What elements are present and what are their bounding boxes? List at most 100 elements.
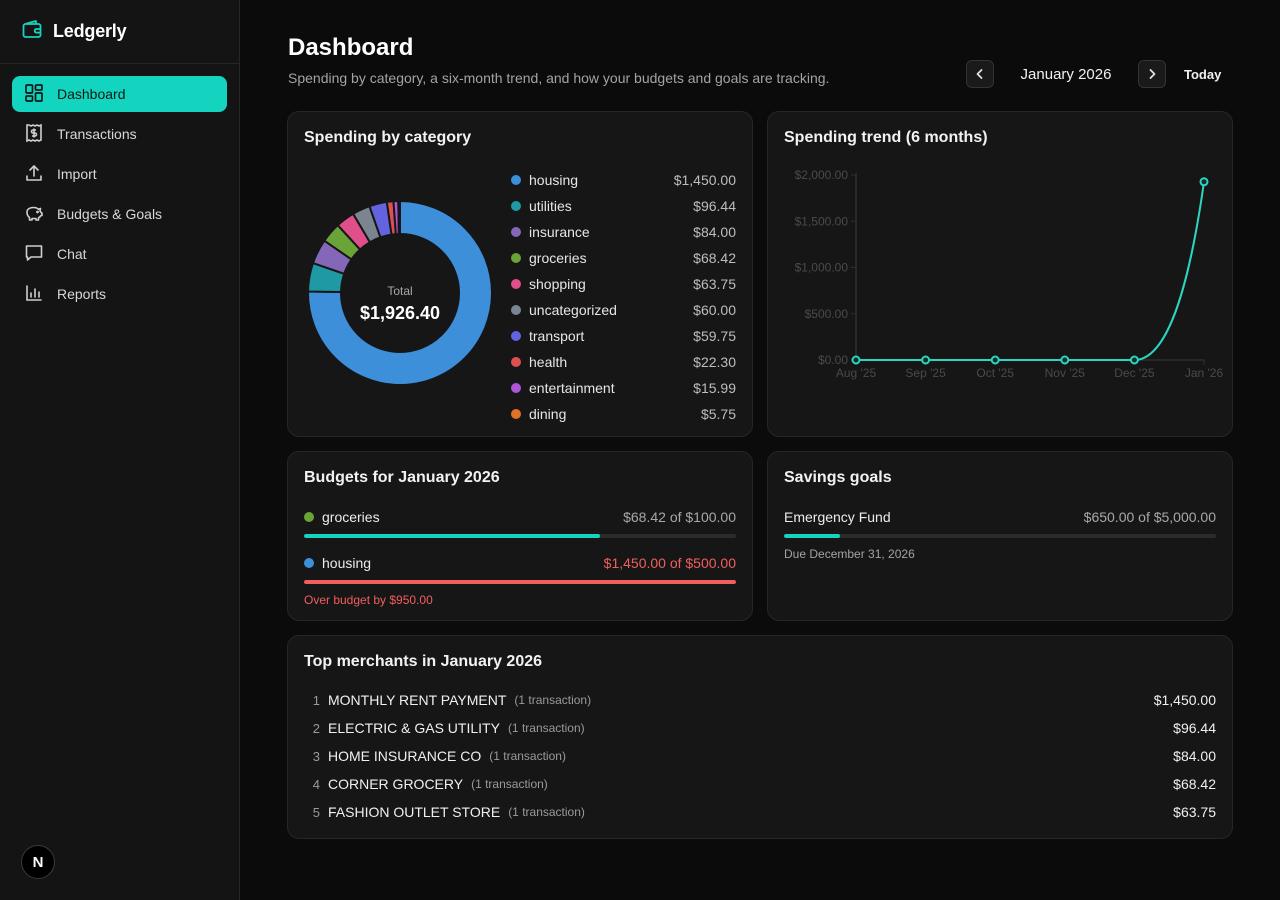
budget-amount: $1,450.00 of $500.00 (603, 555, 736, 571)
next-month-button[interactable] (1138, 60, 1166, 88)
sidebar-item-import[interactable]: Import (12, 156, 227, 192)
previous-month-button[interactable] (966, 60, 994, 88)
today-button[interactable]: Today (1184, 66, 1222, 82)
budget-progress-bar (304, 534, 736, 538)
sidebar-item-transactions[interactable]: Transactions (12, 116, 227, 152)
legend-value: $15.99 (693, 380, 736, 396)
merchant-rank: 4 (312, 776, 320, 792)
merchant-amount: $1,450.00 (1153, 692, 1216, 708)
goal-progress-fill (784, 534, 841, 538)
legend-dot (511, 357, 521, 367)
sidebar-item-dashboard[interactable]: Dashboard (12, 76, 227, 112)
spending-by-category-card: Spending by category Total $1,926.40 hou… (287, 111, 753, 437)
avatar[interactable]: N (21, 845, 55, 879)
trend-point-1[interactable] (921, 355, 931, 365)
legend-item-insurance[interactable]: insurance $84.00 (511, 219, 736, 245)
legend-label: health (529, 354, 568, 370)
category-dot (304, 558, 314, 568)
legend-dot (511, 253, 521, 263)
sidebar-item-label: Chat (57, 246, 87, 262)
goal-due-date: Due December 31, 2026 (784, 547, 915, 561)
legend-item-groceries[interactable]: groceries $68.42 (511, 245, 736, 271)
x-tick-label: Jan '26 (1185, 366, 1224, 380)
goal-amount: $650.00 of $5,000.00 (1083, 509, 1216, 525)
category-dot (304, 512, 314, 522)
legend-label: shopping (529, 276, 586, 292)
sidebar-item-budgets-goals[interactable]: Budgets & Goals (12, 196, 227, 232)
app-name: Ledgerly (53, 21, 127, 41)
budget-label: groceries (322, 509, 380, 525)
legend-dot (511, 305, 521, 315)
merchant-amount: $63.75 (1173, 804, 1216, 820)
trend-point-5[interactable] (1199, 177, 1209, 187)
sidebar: Ledgerly Dashboard Transactions (0, 0, 240, 900)
legend-label: transport (529, 328, 585, 344)
budget-item-housing: housing $1,450.00 of $500.00 Over budget… (304, 554, 736, 607)
trend-point-3[interactable] (1060, 355, 1070, 365)
merchant-count: (1 transaction) (489, 749, 566, 763)
spending-trend-card: Spending trend (6 months) $0.00 $500.00 $1… (767, 111, 1233, 437)
upload-icon (24, 163, 44, 186)
card-title: Top merchants in January 2026 (304, 653, 543, 670)
trend-chart: $0.00 $500.00 $1,000.00 $1,500.00 $2,000.00 A… (795, 168, 1224, 380)
legend-dot (511, 409, 521, 419)
merchant-row[interactable]: 2 ELECTRIC & GAS UTILITY (1 transaction)… (304, 714, 1216, 742)
budget-item-groceries: groceries $68.42 of $100.00 (304, 508, 736, 538)
donut-slice-housing[interactable] (307, 199, 493, 386)
merchant-rank: 1 (312, 692, 320, 708)
bar-chart-icon (24, 283, 44, 306)
month-navigator: January 2026 Today (966, 60, 1221, 88)
legend-item-housing[interactable]: housing $1,450.00 (511, 167, 736, 193)
legend-value: $96.44 (693, 198, 736, 214)
legend-item-entertainment[interactable]: entertainment $15.99 (511, 375, 736, 401)
merchant-row[interactable]: 5 FASHION OUTLET STORE (1 transaction) $… (304, 798, 1216, 826)
receipt-dollar-icon (24, 123, 44, 146)
sidebar-item-label: Transactions (57, 126, 137, 142)
trend-series-line (856, 181, 1205, 362)
merchant-name: HOME INSURANCE CO (328, 748, 482, 764)
goal-name: Emergency Fund (784, 509, 891, 525)
sidebar-item-label: Budgets & Goals (57, 206, 163, 222)
brand[interactable]: Ledgerly (0, 0, 239, 64)
legend-value: $84.00 (693, 224, 736, 240)
legend-item-shopping[interactable]: shopping $63.75 (511, 271, 736, 297)
trend-point-0[interactable] (851, 355, 861, 365)
merchant-row[interactable]: 3 HOME INSURANCE CO (1 transaction) $84.… (304, 742, 1216, 770)
merchant-row[interactable]: 4 CORNER GROCERY (1 transaction) $68.42 (304, 770, 1216, 798)
legend-item-transport[interactable]: transport $59.75 (511, 323, 736, 349)
current-month: January 2026 (1020, 65, 1112, 83)
legend-item-health[interactable]: health $22.30 (511, 349, 736, 375)
y-tick-label: $1,500.00 (795, 214, 849, 228)
merchant-row[interactable]: 1 MONTHLY RENT PAYMENT (1 transaction) $… (304, 686, 1216, 714)
legend-value: $1,450.00 (673, 172, 736, 188)
merchant-name: CORNER GROCERY (328, 776, 464, 792)
legend-dot (511, 227, 521, 237)
legend-dot (511, 201, 521, 211)
budget-label: housing (322, 555, 372, 571)
donut-total-value: $1,926.40 (360, 303, 440, 323)
x-tick-label: Nov '25 (1045, 366, 1086, 380)
x-tick-label: Aug '25 (836, 366, 877, 380)
trend-point-2[interactable] (990, 355, 1000, 365)
y-tick-label: $500.00 (805, 307, 849, 321)
merchant-rank: 2 (312, 720, 320, 736)
legend-item-uncategorized[interactable]: uncategorized $60.00 (511, 297, 736, 323)
sidebar-nav: Dashboard Transactions Import (0, 64, 239, 328)
legend-item-utilities[interactable]: utilities $96.44 (511, 193, 736, 219)
merchant-rank: 3 (312, 748, 320, 764)
legend-value: $5.75 (700, 406, 736, 422)
merchant-amount: $96.44 (1173, 720, 1216, 736)
x-tick-label: Dec '25 (1114, 366, 1155, 380)
legend-value: $63.75 (693, 276, 736, 292)
trend-point-4[interactable] (1129, 355, 1139, 365)
donut-slice-dining[interactable] (397, 199, 401, 236)
merchant-amount: $68.42 (1173, 776, 1216, 792)
legend-label: groceries (529, 250, 587, 266)
wallet-icon (21, 18, 43, 45)
budget-progress-fill (304, 580, 736, 584)
sidebar-item-reports[interactable]: Reports (12, 276, 227, 312)
chevron-right-icon (1149, 69, 1156, 79)
sidebar-item-chat[interactable]: Chat (12, 236, 227, 272)
piggy-bank-icon (24, 203, 44, 226)
legend-item-dining[interactable]: dining $5.75 (511, 401, 736, 427)
